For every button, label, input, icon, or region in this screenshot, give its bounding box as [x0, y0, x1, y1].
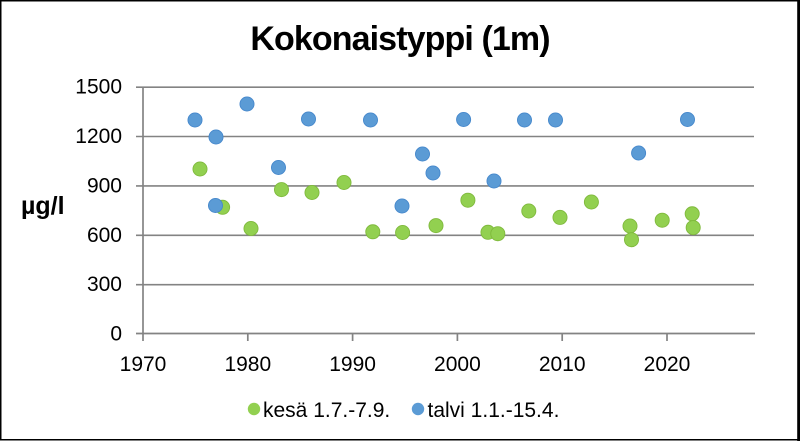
- svg-text:300: 300: [87, 273, 122, 296]
- svg-text:2020: 2020: [644, 353, 691, 376]
- svg-text:1200: 1200: [75, 125, 122, 148]
- svg-text:µg/l: µg/l: [21, 192, 65, 220]
- svg-text:1970: 1970: [120, 353, 167, 376]
- svg-text:talvi 1.1.-15.4.: talvi 1.1.-15.4.: [428, 399, 560, 422]
- svg-text:1990: 1990: [329, 353, 376, 376]
- svg-text:0: 0: [110, 323, 122, 346]
- svg-text:1980: 1980: [224, 353, 271, 376]
- svg-text:kesä 1.7.-7.9.: kesä 1.7.-7.9.: [263, 399, 390, 422]
- svg-text:2010: 2010: [539, 353, 586, 376]
- svg-text:Kokonaistyppi (1m): Kokonaistyppi (1m): [250, 20, 549, 58]
- svg-text:1500: 1500: [75, 76, 122, 99]
- svg-text:900: 900: [87, 174, 122, 197]
- svg-text:2000: 2000: [434, 353, 481, 376]
- svg-text:600: 600: [87, 224, 122, 247]
